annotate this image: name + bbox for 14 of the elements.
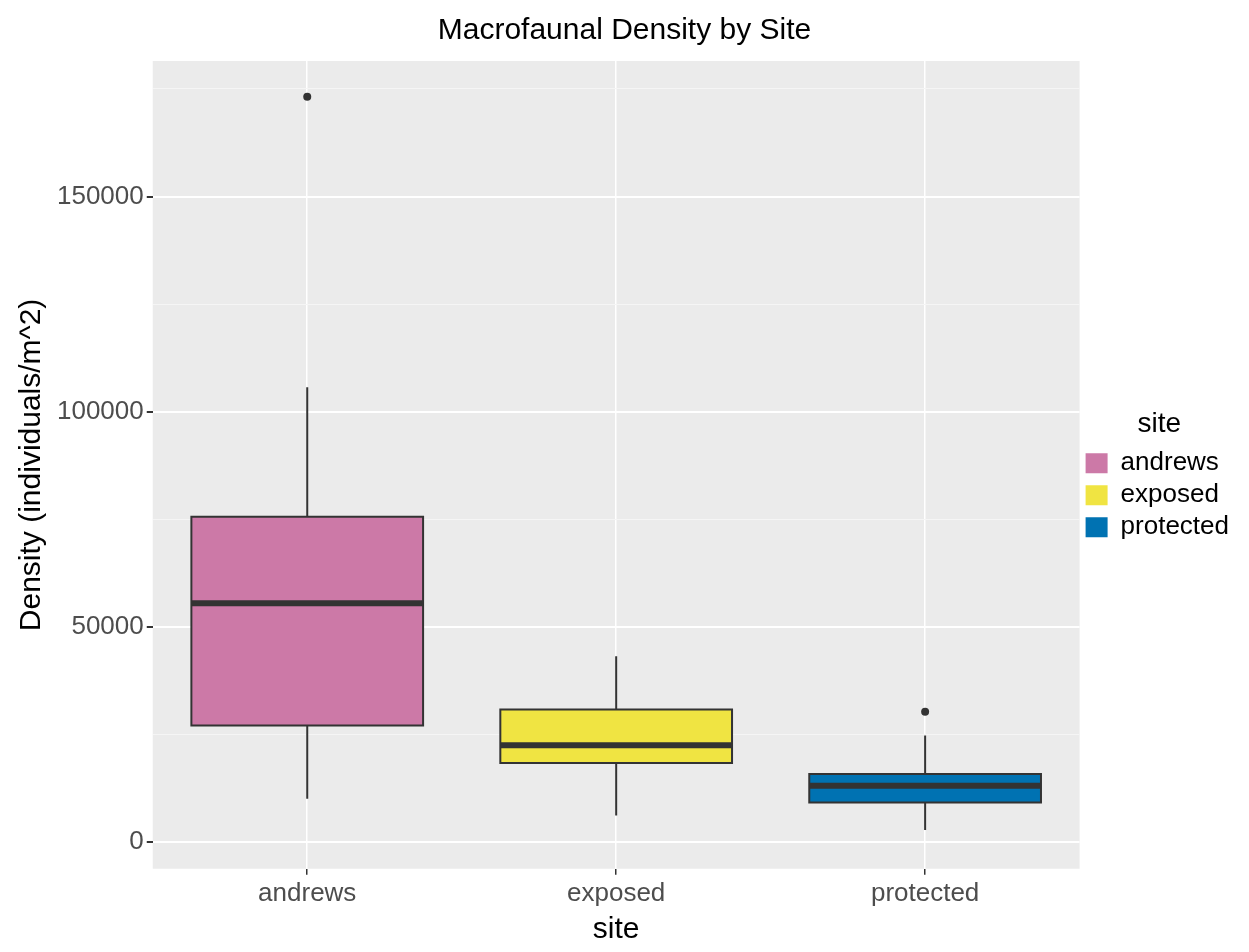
y-tick-label: 150000 [56, 179, 144, 210]
y-axis-title: Density (individuals/m^2) [13, 298, 47, 632]
x-tick-label: exposed [567, 876, 666, 907]
legend-title: site [1137, 407, 1182, 439]
legend-label: andrews [1120, 446, 1219, 477]
y-tick-label: 0 [129, 825, 144, 856]
y-tick-label: 100000 [56, 394, 144, 425]
x-axis-title: site [592, 911, 640, 945]
chart-title: Macrofaunal Density by Site [437, 12, 812, 46]
legend-label: exposed [1120, 478, 1219, 509]
x-tick-label: andrews [258, 876, 357, 907]
legend-label: protected [1120, 510, 1229, 541]
y-tick-label: 50000 [71, 610, 144, 641]
x-tick-label: protected [870, 876, 980, 907]
